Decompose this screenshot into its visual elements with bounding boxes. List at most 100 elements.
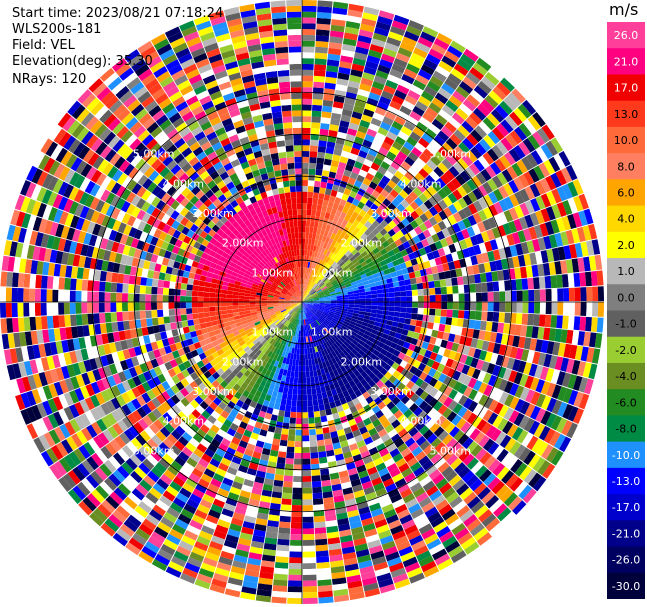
- radar-gate: [306, 304, 313, 309]
- radar-gate: [462, 248, 471, 258]
- radar-gate: [304, 244, 308, 251]
- radar-gate: [534, 180, 546, 195]
- radar-gate: [567, 406, 579, 422]
- radar-gate: [399, 105, 412, 116]
- radar-gate: [445, 99, 459, 112]
- radar-gate: [561, 372, 572, 388]
- radar-gate: [249, 304, 256, 308]
- radar-gate: [580, 287, 587, 302]
- radar-gate: [325, 250, 331, 257]
- radar-gate: [404, 195, 414, 205]
- radar-gate: [508, 370, 518, 383]
- radar-gate: [488, 90, 503, 105]
- radar-gate: [552, 341, 561, 356]
- radar-gate: [521, 432, 534, 447]
- radar-gate: [441, 365, 451, 376]
- radar-gate: [302, 174, 309, 181]
- radar-gate: [185, 302, 192, 309]
- radar-gate: [434, 287, 442, 295]
- radar-gate: [364, 267, 371, 274]
- radar-gate: [343, 233, 350, 241]
- radar-gate: [458, 383, 468, 395]
- radar-gate: [290, 370, 295, 378]
- radar-gate: [495, 259, 503, 271]
- radar-gate: [583, 208, 594, 225]
- radar-gate: [341, 108, 353, 117]
- radar-gate: [408, 324, 416, 332]
- radar-gate: [302, 98, 313, 105]
- radar-gate: [515, 243, 524, 256]
- radar-gate: [470, 292, 477, 302]
- radar-gate: [358, 270, 366, 276]
- radar-gate: [335, 209, 342, 217]
- radar-gate: [484, 351, 493, 363]
- radar-gate: [461, 228, 470, 240]
- radar-gate: [311, 262, 315, 269]
- radar-gate: [371, 211, 380, 220]
- radar-gate: [467, 191, 478, 203]
- radar-gate: [385, 79, 399, 90]
- radar-gate: [578, 393, 590, 410]
- radar-gate: [503, 407, 515, 421]
- radar-gate: [327, 201, 334, 209]
- radar-gate: [280, 433, 289, 441]
- radar-gate: [370, 312, 377, 318]
- radar-gate: [481, 282, 488, 293]
- radar-gate: [481, 76, 496, 90]
- radar-gate: [307, 405, 314, 413]
- radar-gate: [365, 339, 373, 347]
- radar-gate: [308, 417, 315, 424]
- radar-gate: [380, 53, 395, 64]
- radar-gate: [46, 289, 53, 302]
- radar-gate: [318, 456, 328, 464]
- radar-gate: [302, 110, 312, 117]
- radar-gate: [310, 268, 315, 275]
- radar-gate: [496, 81, 511, 97]
- radar-gate: [456, 276, 464, 286]
- radar-gate: [287, 597, 302, 604]
- radar-gate: [302, 139, 311, 146]
- radar-gate: [311, 291, 317, 296]
- radar-gate: [399, 235, 408, 244]
- radar-gate: [351, 248, 358, 256]
- radar-gate: [359, 295, 366, 299]
- radar-gate: [339, 271, 346, 277]
- radar-gate: [432, 249, 440, 259]
- radar-gate: [367, 167, 378, 177]
- radar-gate: [548, 328, 557, 342]
- radar-gate: [406, 266, 415, 274]
- radar-gate: [580, 346, 589, 362]
- radar-gate: [334, 287, 341, 292]
- radar-gate: [277, 415, 284, 423]
- radar-gate: [404, 95, 418, 106]
- radar-gate: [400, 296, 407, 302]
- radar-gate: [364, 287, 371, 292]
- radar-gate: [481, 340, 490, 352]
- radar-gate: [474, 125, 488, 139]
- radar-gate: [485, 425, 497, 438]
- radar-gate: [283, 416, 290, 424]
- radar-gate: [312, 198, 319, 205]
- radar-gate: [315, 245, 320, 253]
- radar-gate: [371, 235, 379, 244]
- radar-gate: [533, 314, 540, 327]
- radar-gate: [521, 278, 529, 290]
- radar-gate: [302, 297, 306, 302]
- radar-gate: [527, 134, 541, 150]
- radar-gate: [311, 110, 322, 118]
- radar-gate: [312, 492, 323, 500]
- radar-gate: [561, 420, 573, 436]
- radar-gate: [168, 295, 175, 302]
- radar-gate: [417, 295, 424, 302]
- radar-gate: [104, 302, 111, 313]
- radar-gate: [273, 573, 288, 581]
- radar-gate: [504, 438, 517, 452]
- radar-gate: [504, 345, 513, 357]
- radar-gate: [544, 275, 552, 289]
- radar-gate: [311, 203, 318, 211]
- radar-gate: [422, 314, 430, 322]
- radar-gate: [467, 214, 477, 226]
- radar-gate: [448, 350, 457, 360]
- radar-gate: [321, 170, 330, 177]
- radar-gate: [316, 392, 323, 400]
